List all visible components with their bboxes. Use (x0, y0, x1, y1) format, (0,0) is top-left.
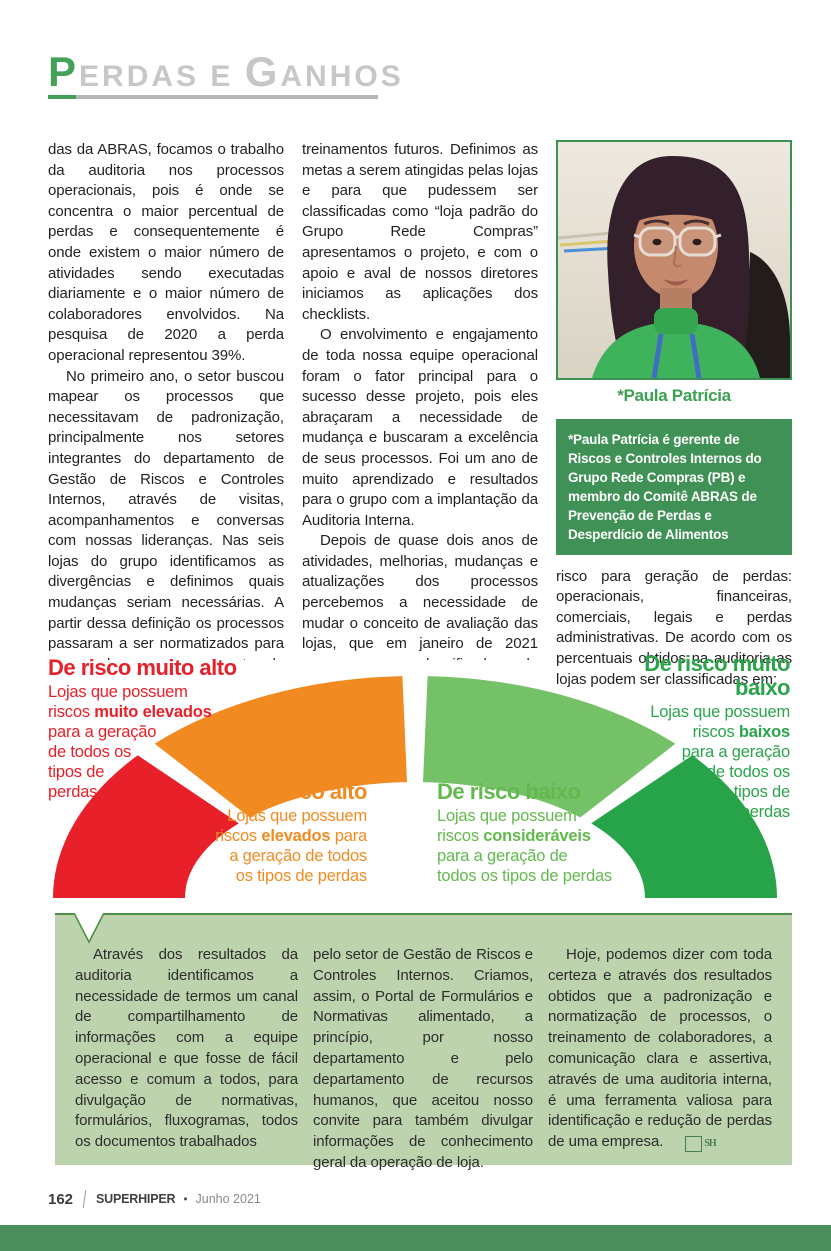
section-title-initial-p: P (48, 48, 80, 95)
risk-label-desc: Lojas que possuem riscos muito elevados … (48, 683, 212, 801)
risk-label-alto: De risco alto Lojas que possuem riscos e… (167, 780, 367, 886)
magazine-name: SUPERHIPER (96, 1192, 176, 1206)
callout-column-1: Através dos resultados da auditoria iden… (75, 945, 298, 1174)
section-title-text-2: ANHOS (280, 60, 404, 93)
paragraph: Depois de quase dois anos de atividades,… (302, 532, 538, 660)
portrait-photo (556, 140, 792, 380)
bottom-green-bar (0, 1225, 831, 1251)
callout-box: Através dos resultados da auditoria iden… (55, 913, 792, 1171)
portrait-illustration (558, 142, 790, 378)
risk-label-muito-baixo: De risco muito baixo Lojas que possuem r… (585, 652, 790, 822)
paragraph: No primeiro ano, o setor buscou mapear o… (48, 367, 284, 660)
paragraph: O envolvimento e engajamento de toda nos… (302, 326, 538, 529)
footer-divider (82, 1190, 87, 1208)
paragraph: Hoje, podemos dizer com toda certeza e a… (548, 945, 772, 1153)
paragraph: das da ABRAS, focamos o trabalho da audi… (48, 141, 284, 364)
paragraph: treinamentos futuros. Definimos as metas… (302, 141, 538, 323)
risk-label-title: De risco muito baixo (644, 651, 790, 700)
issue-date: Junho 2021 (195, 1192, 261, 1206)
paragraph: Através dos resultados da auditoria iden… (75, 946, 298, 1151)
callout-column-2: pelo setor de Gestão de Riscos e Control… (313, 945, 533, 1174)
section-title-text-1: ERDAS E (79, 60, 245, 93)
callout-notch (73, 913, 105, 944)
footer-bullet-icon: • (183, 1192, 188, 1206)
risk-label-title: De risco baixo (437, 779, 581, 804)
risk-label-desc: Lojas que possuem riscos consideráveis p… (437, 807, 612, 885)
article-column-2: treinamentos futuros. Definimos as metas… (302, 140, 538, 660)
author-bio-box: *Paula Patrícia é gerente de Riscos e Co… (556, 418, 792, 555)
article-column-1: das da ABRAS, focamos o trabalho da audi… (48, 140, 284, 660)
section-title-initial-g: G (244, 48, 281, 95)
risk-label-title: De risco alto (241, 779, 367, 804)
paragraph: pelo setor de Gestão de Riscos e Control… (312, 946, 534, 1171)
end-of-article-mark: SH (685, 1136, 717, 1153)
section-title: PERDAS E GANHOS (48, 50, 404, 104)
risk-label-desc: Lojas que possuem riscos baixos para a g… (650, 703, 790, 821)
risk-label-baixo: De risco baixo Lojas que possuem riscos … (437, 780, 657, 886)
article-column-3: *Paula Patrícia *Paula Patrícia é gerent… (556, 140, 792, 690)
section-title-rule (48, 95, 378, 99)
risk-label-title: De risco muito alto (48, 655, 237, 680)
page-number: 162 (48, 1190, 74, 1208)
page-footer: 162 SUPERHIPER • Junho 2021 (48, 1190, 261, 1208)
risk-label-muito-alto: De risco muito alto Lojas que possuem ri… (48, 656, 253, 802)
callout-column-3: Hoje, podemos dizer com toda certeza e a… (548, 945, 772, 1174)
paragraph-text: Hoje, podemos dizer com toda certeza e a… (548, 946, 772, 1151)
risk-label-desc: Lojas que possuem riscos elevados para a… (215, 807, 367, 885)
photo-caption: *Paula Patrícia (617, 386, 731, 405)
